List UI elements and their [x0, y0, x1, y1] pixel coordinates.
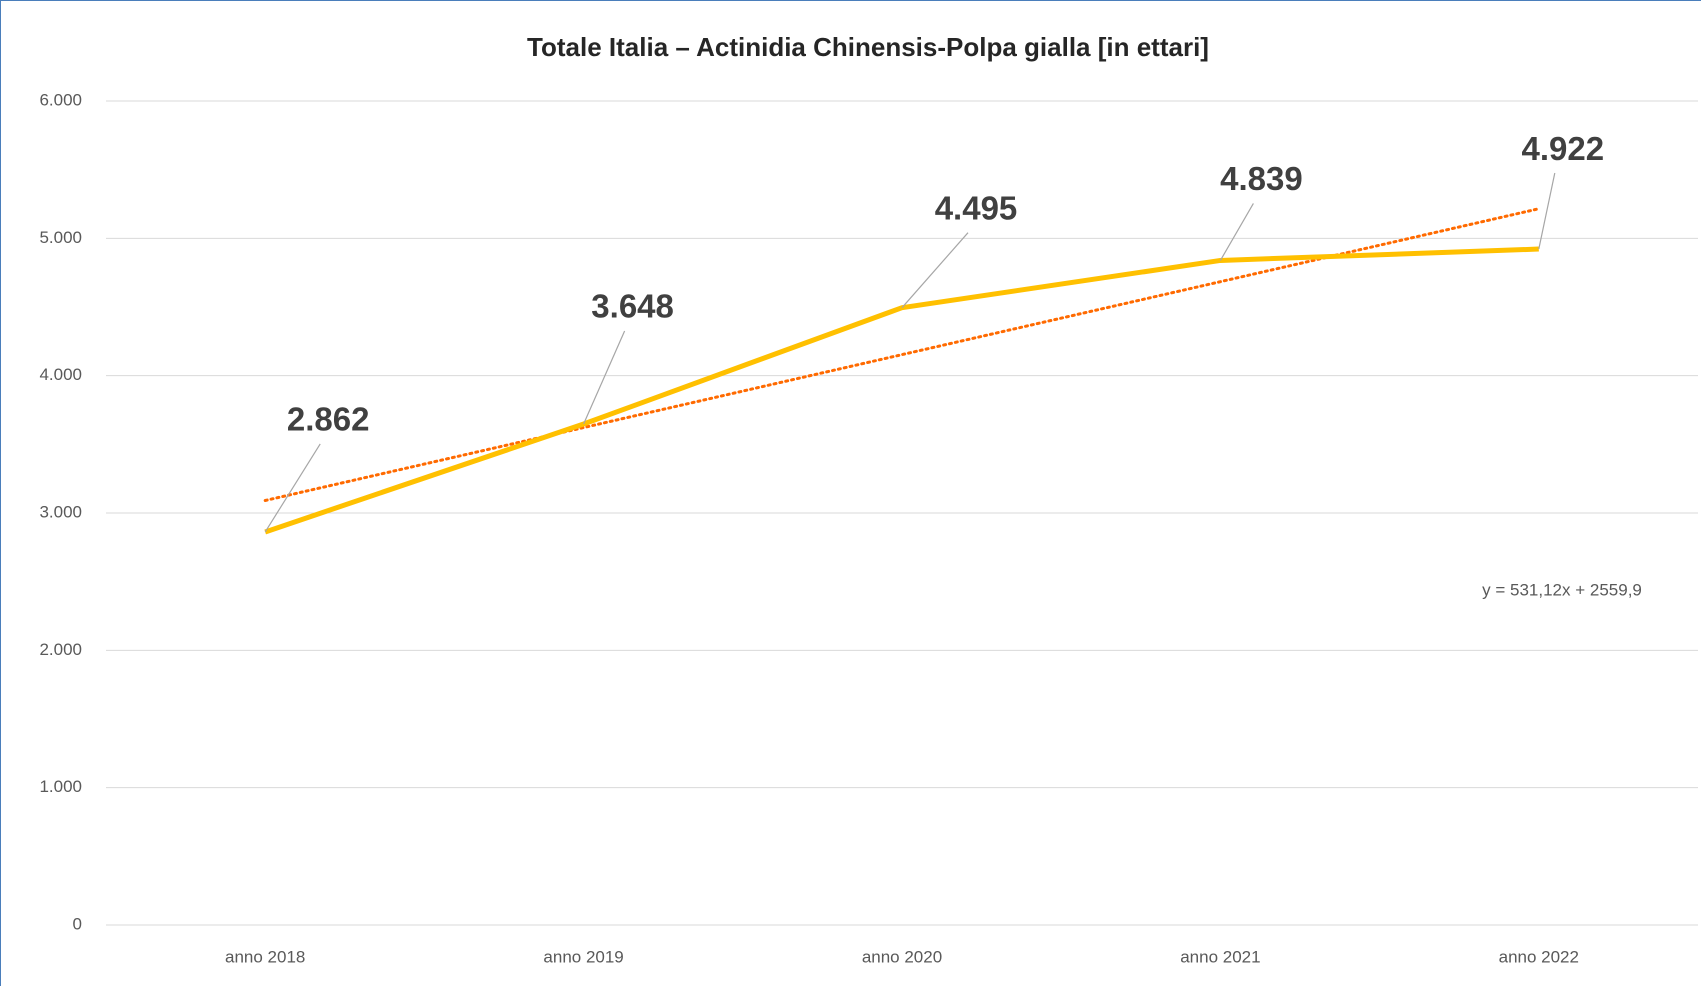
leader-line [1219, 203, 1254, 261]
y-tick-label: 5.000 [39, 228, 82, 247]
y-tick-label: 2.000 [39, 640, 82, 659]
data-label: 4.495 [935, 189, 1018, 226]
leader-line [264, 443, 321, 533]
leader-line [1538, 172, 1556, 250]
data-label: 4.922 [1522, 130, 1605, 167]
x-tick-label: anno 2019 [543, 947, 623, 966]
y-tick-label: 6.000 [39, 90, 82, 109]
data-label: 2.862 [287, 401, 370, 438]
y-tick-label: 1.000 [39, 777, 82, 796]
data-label: 3.648 [591, 288, 674, 325]
leader-line [583, 330, 626, 425]
y-tick-label: 3.000 [39, 502, 82, 521]
y-tick-label: 0 [73, 914, 82, 933]
leader-line [901, 232, 969, 309]
x-tick-label: anno 2021 [1180, 947, 1260, 966]
x-tick-label: anno 2022 [1499, 947, 1579, 966]
data-label: 4.839 [1220, 160, 1303, 197]
x-tick-label: anno 2018 [225, 947, 305, 966]
y-tick-label: 4.000 [39, 365, 82, 384]
trendline-equation: y = 531,12x + 2559,9 [1482, 580, 1642, 599]
chart-title: Totale Italia – Actinidia Chinensis-Polp… [527, 32, 1209, 62]
x-tick-label: anno 2020 [862, 947, 942, 966]
